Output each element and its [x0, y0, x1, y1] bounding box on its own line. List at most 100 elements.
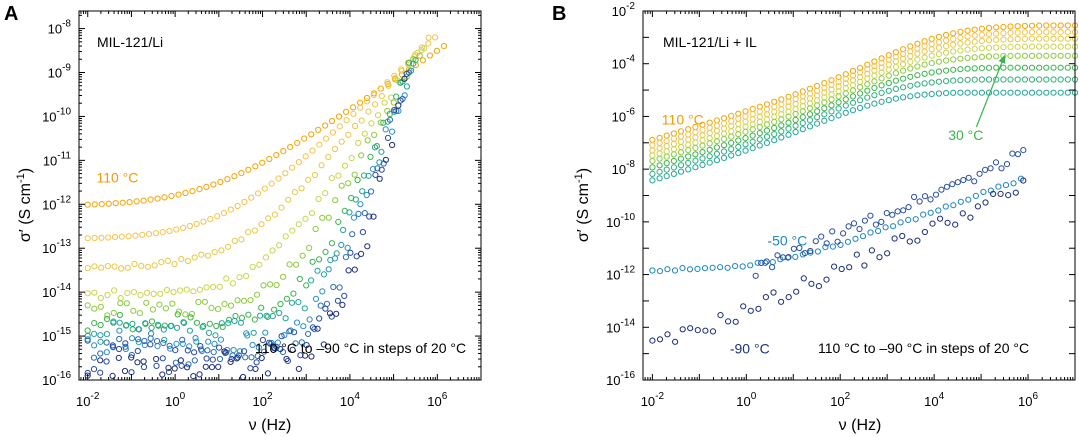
data-point-a--70 °C: [259, 336, 266, 344]
data-point-b-70 °C: [670, 140, 678, 148]
data-point-b--90 °C: [846, 264, 853, 271]
x-tick-label-exp: 0: [751, 391, 757, 402]
data-point-a--50 °C: [128, 351, 135, 359]
data-point-b-90 °C: [756, 108, 763, 115]
data-point-a-90 °C: [268, 180, 275, 187]
data-point-a-30 °C: [169, 300, 176, 307]
data-point-a-10 °C: [161, 322, 168, 329]
data-point-a-50 °C: [210, 283, 217, 291]
data-point-b--30 °C: [950, 89, 957, 96]
data-point-b--30 °C: [720, 154, 728, 161]
data-point-a--70 °C: [222, 349, 229, 356]
data-point-b--90 °C: [944, 219, 951, 226]
data-point-a-70 °C: [245, 229, 252, 236]
data-point-b--50 °C: [739, 263, 746, 270]
data-point-b--30 °C: [885, 97, 892, 104]
data-point-b--70 °C: [807, 247, 814, 255]
data-point-b--90 °C: [929, 220, 936, 227]
data-point-a-30 °C: [227, 302, 235, 309]
data-point-a--50 °C: [261, 348, 268, 355]
data-point-a-110 °C: [329, 117, 336, 125]
data-point-b-10 °C: [835, 99, 842, 106]
data-point-b-10 °C: [685, 153, 692, 160]
annotation-arrow: [975, 54, 1006, 128]
data-point-b-70 °C: [993, 36, 1000, 44]
data-point-b-50 °C: [785, 108, 792, 115]
data-point-b-10 °C: [799, 114, 806, 121]
data-point-a--90 °C: [208, 364, 216, 371]
data-point-a--50 °C: [248, 354, 255, 361]
data-point-a--90 °C: [97, 357, 104, 364]
data-point-b--70 °C: [834, 238, 841, 245]
data-point-b-90 °C: [692, 129, 699, 136]
data-point-a--90 °C: [320, 341, 327, 348]
data-point-b-110 °C: [756, 103, 763, 110]
data-point-a-10 °C: [367, 153, 374, 160]
data-point-b-50 °C: [885, 66, 892, 73]
data-point-a-10 °C: [277, 300, 284, 308]
data-point-a-10 °C: [181, 319, 188, 326]
data-point-a-110 °C: [266, 155, 273, 163]
data-point-a--70 °C: [322, 305, 329, 312]
data-point-b--70 °C: [1020, 147, 1027, 154]
data-point-a--30 °C: [274, 339, 281, 346]
data-point-b--90 °C: [808, 280, 815, 287]
data-point-b--50 °C: [950, 202, 957, 209]
x-tick-label-b: 100: [736, 391, 756, 409]
data-point-a--10 °C: [282, 315, 289, 322]
data-point-a-90 °C: [200, 218, 207, 225]
data-point-b--90 °C: [740, 303, 747, 310]
data-point-a-110 °C: [196, 186, 203, 193]
data-point-b--10 °C: [763, 133, 771, 140]
data-point-b--90 °C: [868, 247, 876, 254]
data-point-b-70 °C: [685, 136, 692, 143]
data-point-a--50 °C: [305, 330, 312, 337]
data-point-b-50 °C: [871, 72, 878, 79]
y-tick-label-exp: -2: [626, 1, 635, 12]
data-point-a-10 °C: [245, 311, 252, 318]
data-point-a--30 °C: [116, 327, 123, 334]
data-point-a-70 °C: [238, 236, 245, 243]
data-point-a--10 °C: [193, 338, 200, 345]
data-point-a--90 °C: [128, 354, 135, 361]
data-point-b-10 °C: [857, 90, 864, 97]
data-point-a--90 °C: [333, 310, 340, 317]
data-point-a-50 °C: [276, 242, 283, 249]
data-point-b-10 °C: [749, 132, 756, 139]
data-point-b-90 °C: [1014, 29, 1021, 36]
data-point-b-50 °C: [720, 130, 728, 137]
data-point-b-30 °C: [742, 128, 749, 135]
data-point-a-30 °C: [286, 261, 293, 268]
data-point-a-10 °C: [380, 119, 387, 126]
data-point-a-50 °C: [249, 263, 256, 270]
data-point-a-70 °C: [285, 196, 292, 203]
data-point-b--50 °C: [972, 192, 980, 199]
data-point-a--90 °C: [339, 301, 346, 308]
data-point-a-70 °C: [345, 131, 352, 138]
data-point-b-70 °C: [677, 138, 685, 145]
data-point-b-50 °C: [1007, 43, 1014, 51]
data-point-b--70 °C: [900, 207, 907, 214]
data-point-a-70 °C: [204, 252, 212, 259]
data-point-b--10 °C: [656, 168, 663, 175]
x-tick-label-base: 10: [924, 394, 938, 409]
data-point-b--50 °C: [852, 235, 859, 242]
data-point-b-30 °C: [685, 147, 692, 154]
data-point-a--30 °C: [331, 255, 339, 262]
data-point-a--10 °C: [142, 320, 149, 327]
data-point-a--10 °C: [135, 339, 142, 346]
data-point-a--70 °C: [234, 354, 241, 361]
data-point-b-70 °C: [1007, 36, 1014, 43]
data-point-b--90 °C: [838, 265, 845, 273]
data-point-b--30 °C: [900, 94, 907, 101]
data-point-b-30 °C: [677, 149, 685, 156]
data-point-b--10 °C: [943, 78, 950, 85]
data-point-b--90 °C: [687, 325, 694, 332]
data-point-b-70 °C: [692, 134, 699, 141]
data-point-b-110 °C: [950, 30, 957, 37]
data-point-b--50 °C: [717, 264, 724, 271]
data-point-b-50 °C: [663, 148, 670, 155]
data-point-a-10 °C: [174, 311, 181, 318]
x-tick-label-exp: -2: [91, 391, 100, 402]
data-point-b--90 °C: [1005, 192, 1012, 199]
